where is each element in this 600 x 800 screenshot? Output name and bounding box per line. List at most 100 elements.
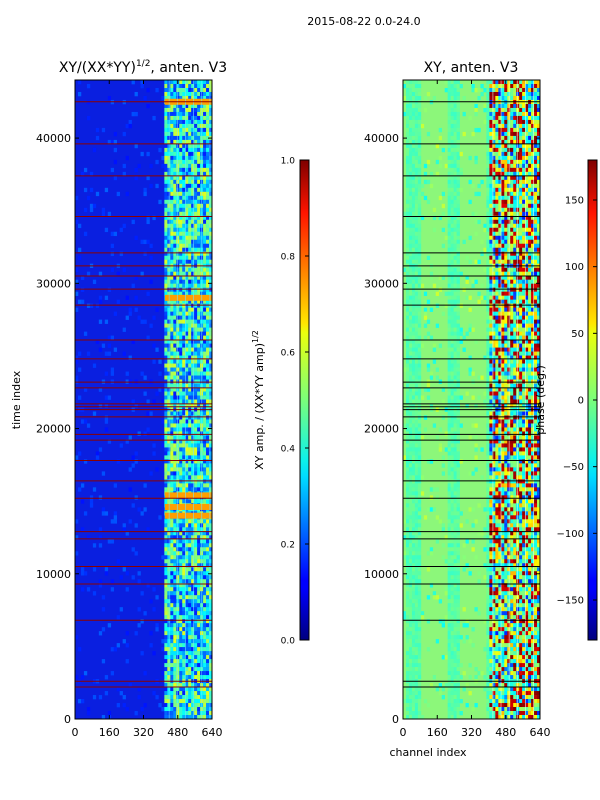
- amplitude-heatmap-cell: [164, 247, 168, 253]
- amplitude-heatmap-cell: [197, 107, 201, 113]
- amplitude-heatmap-cell: [170, 155, 174, 161]
- phase-heatmap-cell: [456, 80, 460, 85]
- phase-heatmap-cell: [534, 147, 538, 153]
- phase-heatmap-cell: [534, 267, 538, 272]
- phase-heatmap-cell: [531, 103, 535, 109]
- phase-heatmap-cell: [486, 135, 490, 141]
- amplitude-heatmap-cell: [185, 103, 189, 109]
- amplitude-heatmap-cell: [176, 699, 180, 704]
- phase-heatmap-cell: [453, 335, 457, 340]
- amplitude-heatmap-cell: [185, 615, 189, 620]
- phase-heatmap-cell: [414, 295, 419, 300]
- amplitude-heatmap-cell: [185, 483, 189, 488]
- amplitude-heatmap-cell: [176, 371, 180, 376]
- amplitude-heatmap-cell: [173, 119, 177, 125]
- amplitude-heatmap-cell: [191, 487, 195, 492]
- phase-heatmap-cell: [516, 163, 520, 169]
- phase-heatmap-cell: [495, 207, 499, 213]
- phase-heatmap-cell: [489, 151, 493, 157]
- amplitude-heatmap-cell: [182, 371, 186, 376]
- amplitude-heatmap-cell: [191, 595, 195, 600]
- amplitude-heatmap-cell: [164, 351, 168, 356]
- amplitude-heatmap-cell: [179, 219, 183, 225]
- phase-heatmap-cell: [513, 255, 517, 261]
- amplitude-heatmap-cell: [101, 211, 106, 217]
- amplitude-heatmap-cell: [197, 471, 201, 476]
- phase-heatmap-cell: [414, 87, 419, 93]
- amplitude-heatmap-cell: [173, 483, 177, 488]
- amplitude-heatmap-cell: [182, 247, 186, 253]
- amplitude-heatmap-cell: [185, 359, 189, 364]
- phase-heatmap-cell: [420, 215, 425, 221]
- amplitude-heatmap-cell: [206, 147, 210, 153]
- amplitude-heatmap-cell: [185, 271, 189, 276]
- phase-heatmap-cell: [504, 343, 508, 348]
- amplitude-heatmap-cell: [164, 123, 168, 129]
- amplitude-heatmap-cell: [179, 299, 183, 304]
- amplitude-heatmap-cell: [209, 191, 212, 197]
- amplitude-heatmap-cell: [203, 243, 207, 249]
- amplitude-heatmap-cell: [203, 315, 207, 320]
- amplitude-heatmap-cell: [191, 715, 195, 719]
- phase-heatmap-cell: [489, 135, 493, 141]
- amplitude-heatmap-cell: [176, 667, 180, 672]
- phase-heatmap-cell: [498, 211, 502, 217]
- amplitude-heatmap-cell: [173, 223, 177, 229]
- phase-heatmap-cell: [504, 327, 508, 332]
- phase-heatmap-cell: [498, 271, 502, 276]
- amplitude-heatmap-cell: [188, 311, 192, 316]
- amplitude-heatmap-cell: [185, 95, 189, 101]
- phase-heatmap-cell: [477, 259, 481, 265]
- amplitude-heatmap-cell: [191, 659, 195, 664]
- phase-heatmap-cell: [456, 235, 460, 241]
- amplitude-heatmap-cell: [176, 187, 180, 193]
- amplitude-heatmap-cell: [116, 299, 120, 304]
- amplitude-heatmap-cell: [170, 203, 174, 209]
- amplitude-heatmap-cell: [179, 655, 183, 660]
- phase-heatmap-cell: [495, 147, 499, 153]
- amplitude-heatmap-cell: [170, 183, 174, 189]
- amplitude-heatmap-cell: [185, 655, 189, 660]
- amplitude-heatmap-cell: [197, 559, 201, 564]
- phase-heatmap-cell: [417, 151, 422, 157]
- amplitude-colorbar-gradient: [299, 159, 310, 641]
- amplitude-heatmap-cell: [173, 547, 177, 552]
- amplitude-heatmap-cell: [164, 671, 168, 676]
- phase-heatmap-cell: [495, 167, 499, 173]
- amplitude-heatmap-cell: [176, 631, 180, 636]
- amplitude-heatmap-cell: [188, 443, 192, 448]
- amplitude-heatmap-cell: [191, 479, 195, 484]
- phase-heatmap-cell: [459, 83, 463, 89]
- amplitude-heatmap-cell: [176, 651, 180, 656]
- amplitude-heatmap-cell: [170, 215, 174, 221]
- amplitude-heatmap-cell: [170, 159, 174, 165]
- amplitude-heatmap-cell: [182, 315, 186, 320]
- amplitude-heatmap-cell: [185, 247, 189, 253]
- amplitude-heatmap-cell: [80, 299, 85, 304]
- amplitude-heatmap-cell: [170, 651, 174, 656]
- phase-heatmap-cell: [525, 191, 529, 197]
- amplitude-heatmap-cell: [173, 447, 177, 452]
- amplitude-heatmap-cell: [206, 627, 210, 632]
- amplitude-heatmap-cell: [140, 271, 144, 276]
- phase-heatmap-cell: [459, 151, 463, 157]
- phase-heatmap-cell: [489, 147, 493, 153]
- phase-heatmap-cell: [453, 299, 457, 304]
- amplitude-heatmap-cell: [203, 167, 207, 173]
- amplitude-heatmap-cell: [176, 283, 180, 288]
- amplitude-heatmap-cell: [113, 347, 117, 352]
- phase-heatmap-cell: [462, 95, 466, 101]
- amplitude-heatmap-cell: [176, 267, 180, 272]
- amplitude-heatmap-cell: [188, 499, 192, 504]
- amplitude-heatmap-cell: [170, 187, 174, 193]
- phase-heatmap-cell: [411, 155, 416, 161]
- phase-heatmap-cell: [528, 151, 532, 157]
- phase-heatmap-cell: [420, 123, 425, 129]
- amplitude-heatmap-cell: [209, 259, 212, 265]
- phase-heatmap-cell: [504, 271, 508, 276]
- amplitude-heatmap-cell: [101, 127, 106, 133]
- phase-heatmap-cell: [528, 271, 532, 276]
- amplitude-heatmap-cell: [164, 119, 168, 125]
- amplitude-heatmap-cell: [95, 451, 100, 456]
- amplitude-heatmap-cell: [83, 419, 88, 424]
